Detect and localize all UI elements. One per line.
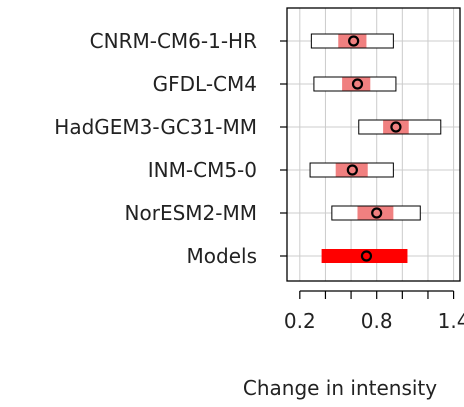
median-marker: [348, 35, 360, 47]
y-axis-labels: CNRM-CM6-1-HR GFDL-CM4 HadGEM3-GC31-MM INM-…: [54, 29, 287, 268]
y-axis-label: Models: [187, 244, 257, 268]
y-axis-label: HadGEM3-GC31-MM: [54, 115, 257, 139]
inner-interval-box: [383, 120, 409, 134]
median-marker: [390, 121, 402, 133]
x-tick-label: 1.4: [438, 309, 464, 333]
plot-frame: [286, 7, 461, 282]
inner-interval-box: [338, 34, 367, 48]
median-marker: [346, 164, 358, 176]
x-axis: 0.2 0.8 1.4: [284, 290, 464, 333]
inner-interval-box: [357, 206, 394, 220]
median-marker: [371, 207, 383, 219]
y-axis-label: CNRM-CM6-1-HR: [90, 29, 257, 53]
x-tick-label: 0.8: [361, 309, 393, 333]
y-axis-label: INM-CM5-0: [148, 158, 257, 182]
inner-interval-box: [335, 163, 368, 177]
x-tick-label: 0.2: [284, 309, 316, 333]
models-interval-box: [321, 249, 408, 263]
y-axis-label: NorESM2-MM: [125, 201, 257, 225]
median-marker: [360, 250, 373, 262]
gridlines: [287, 8, 460, 281]
interval-marks: [309, 33, 442, 263]
x-axis-title: Change in intensity: [243, 376, 437, 400]
median-marker: [351, 78, 364, 90]
inner-interval-box: [342, 77, 371, 91]
y-axis-label: GFDL-CM4: [153, 72, 257, 96]
